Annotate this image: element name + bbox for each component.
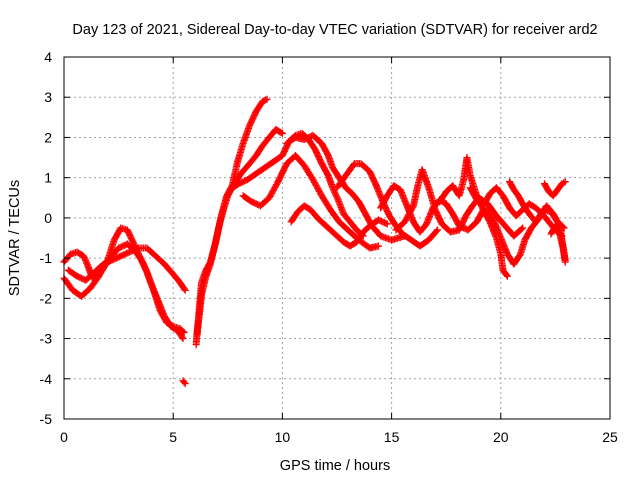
data-point: [329, 185, 337, 193]
data-point: [503, 272, 511, 280]
data-point: [263, 95, 271, 103]
x-tick-label: 5: [169, 429, 177, 445]
y-tick-label: -3: [40, 331, 53, 347]
data-point: [519, 224, 527, 232]
y-axis-label: SDTVAR / TECUs: [7, 180, 23, 296]
data-point: [180, 285, 188, 293]
data-point: [332, 191, 340, 199]
y-tick-label: 3: [44, 89, 52, 105]
plot-frame: [63, 56, 611, 420]
data-point: [561, 178, 569, 186]
data-point: [178, 333, 186, 341]
data-point: [277, 129, 285, 137]
data-point: [133, 245, 141, 253]
series-track-4: [179, 377, 189, 388]
data-point: [517, 225, 525, 233]
series-track-10: [287, 202, 391, 250]
series-track-9: [283, 131, 409, 244]
series-track-2: [60, 224, 188, 337]
chart-title: Day 123 of 2021, Sidereal Day-to-day VTE…: [72, 22, 597, 38]
data-point: [278, 129, 286, 137]
series-track-6: [193, 95, 271, 339]
series-track-18: [540, 178, 569, 200]
data-point: [433, 226, 441, 234]
data-point: [180, 378, 188, 386]
data-point: [561, 258, 569, 266]
series-track-19: [547, 222, 569, 266]
data-point: [382, 219, 390, 227]
data-point: [409, 203, 417, 211]
data-point: [179, 328, 187, 336]
data-point: [181, 286, 189, 294]
data-point: [432, 227, 440, 235]
data-point: [262, 96, 270, 104]
data-point: [179, 335, 187, 343]
y-tick-label: 4: [44, 49, 52, 65]
x-tick-label: 10: [275, 429, 291, 445]
x-tick-label: 20: [493, 429, 509, 445]
y-tick-label: 2: [44, 129, 52, 145]
series-track-3: [64, 244, 189, 294]
y-tick-label: -2: [40, 290, 53, 306]
data-point: [181, 380, 189, 388]
data-markers: [60, 95, 569, 388]
axis-ticks: [63, 56, 611, 420]
x-tick-label: 15: [384, 429, 400, 445]
data-point: [333, 193, 341, 201]
data-point: [502, 271, 510, 279]
y-tick-label: 1: [44, 170, 52, 186]
series-track-8: [239, 152, 382, 252]
x-tick-label: 25: [602, 429, 618, 445]
y-tick-label: -1: [40, 250, 53, 266]
data-point: [374, 242, 382, 250]
data-point: [331, 188, 339, 196]
data-point: [331, 190, 339, 198]
series-track-12: [377, 182, 487, 236]
data-point: [330, 187, 338, 195]
data-point: [383, 220, 391, 228]
x-tick-label: 0: [60, 429, 68, 445]
y-tick-label: -4: [40, 371, 53, 387]
y-tick-label: 0: [44, 210, 52, 226]
tick-labels: 0 5 10 15 20 25 -5 -4 -3 -2 -1 0 1 2 3 4: [40, 49, 618, 445]
data-point: [560, 179, 568, 187]
y-tick-label: -5: [40, 411, 53, 427]
x-axis-label: GPS time / hours: [280, 458, 390, 474]
data-point: [180, 329, 188, 337]
data-point: [333, 194, 341, 202]
